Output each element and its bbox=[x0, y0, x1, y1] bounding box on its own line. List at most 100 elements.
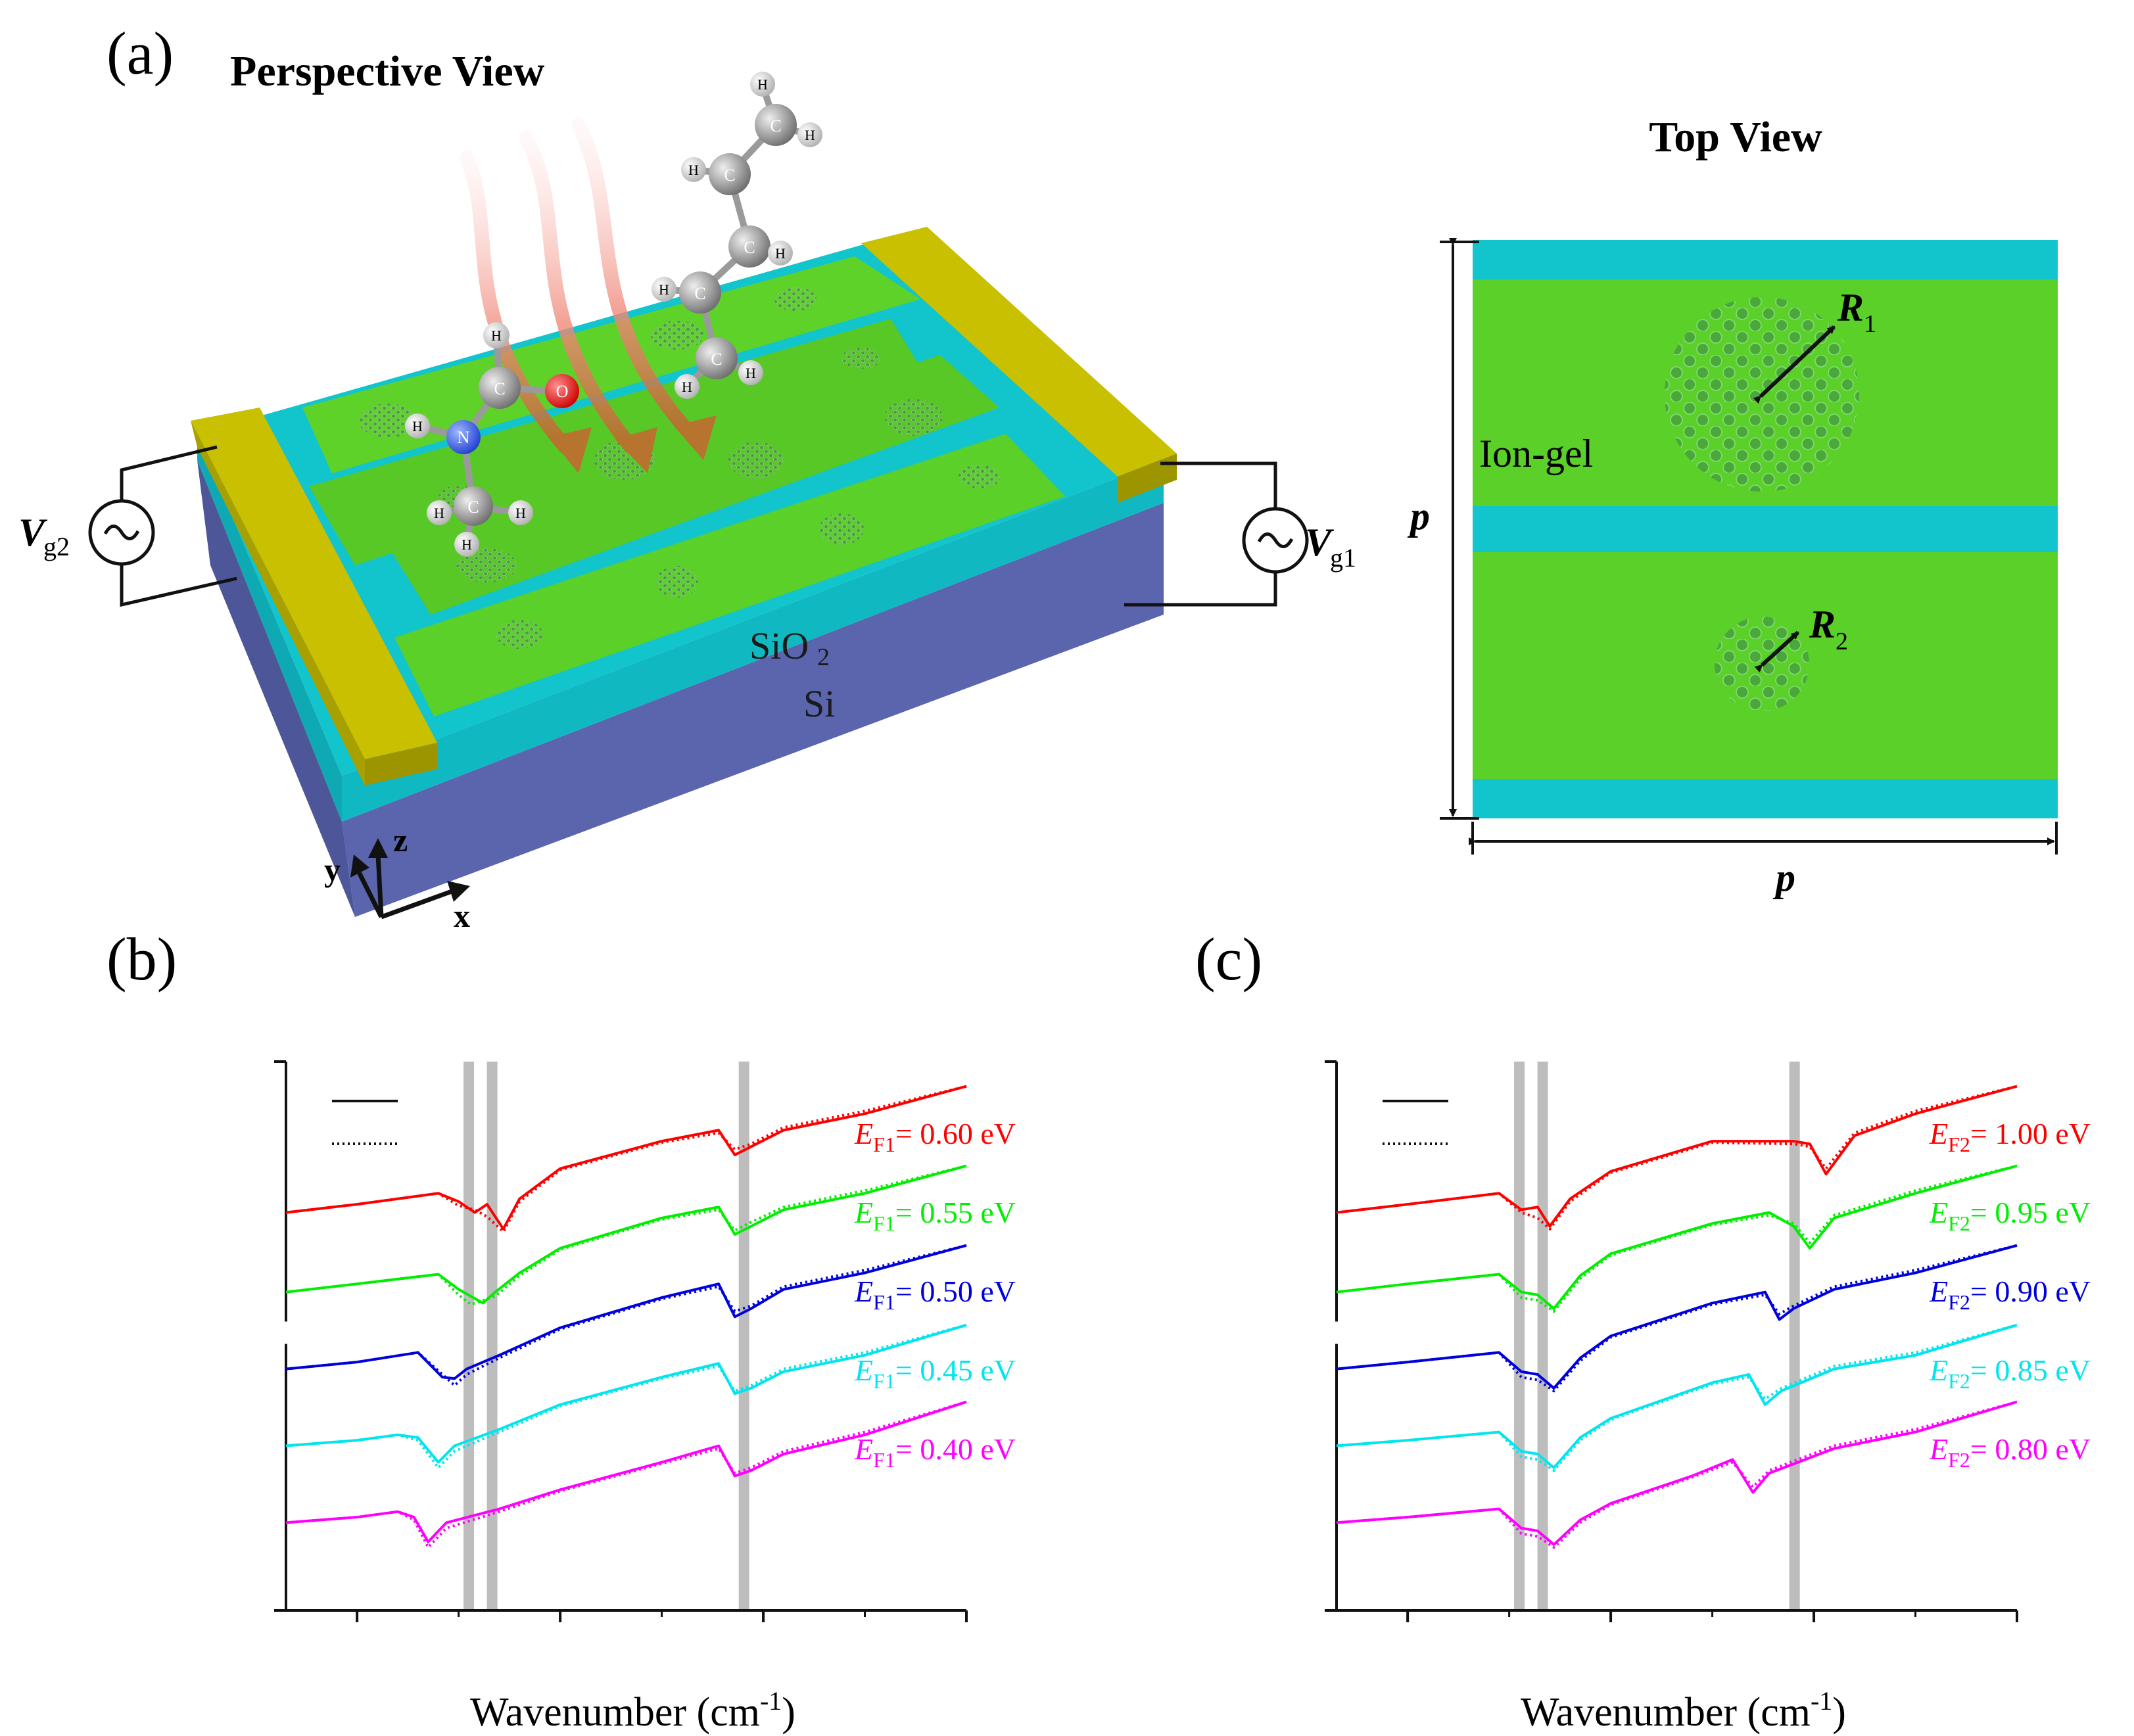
vg2-label: V bbox=[18, 511, 48, 554]
series-0-tm-line bbox=[1336, 1085, 2018, 1228]
dimension-vertical bbox=[1440, 238, 1479, 820]
x-axis-title: Wavenumber (cm-1) bbox=[1521, 1686, 1846, 1735]
top-view-title: Top View bbox=[1649, 113, 1822, 161]
series-1-te-line bbox=[1336, 1164, 2018, 1313]
ion-gel-label: Ion-gel bbox=[1479, 432, 1593, 475]
series-0-label: EF2= 1.00 eV bbox=[1929, 1117, 2091, 1156]
series-label-prefix: E bbox=[854, 1117, 873, 1150]
series-4-label: EF2= 0.80 eV bbox=[1929, 1432, 2091, 1472]
electrode-right-front bbox=[1118, 454, 1177, 503]
series-label-sub: F1 bbox=[873, 1369, 895, 1393]
vg1-label: V bbox=[1305, 521, 1335, 564]
series-4-tm-line bbox=[285, 1400, 967, 1543]
panel-b-label: (b) bbox=[107, 926, 177, 993]
x-axis-title-end: ) bbox=[782, 1690, 795, 1735]
axis-x-label: x bbox=[454, 897, 470, 934]
series-3-label: EF2= 0.85 eV bbox=[1929, 1353, 2091, 1393]
series-label-prefix: E bbox=[854, 1196, 873, 1229]
ion-gel-strip-3 bbox=[388, 355, 999, 615]
svg-text:N: N bbox=[458, 428, 470, 447]
series-label-sub: F2 bbox=[1948, 1290, 1970, 1314]
series-1-tm-line bbox=[1336, 1164, 2018, 1310]
sio2-left bbox=[197, 434, 342, 822]
panel-a-label: (a) bbox=[107, 20, 174, 87]
svg-text:C: C bbox=[467, 498, 479, 517]
perspective-title: Perspective View bbox=[230, 47, 545, 95]
series-3-tm-line bbox=[1336, 1323, 2018, 1469]
circuit-vg2 bbox=[88, 445, 237, 607]
p-label-horizontal: p bbox=[1772, 856, 1795, 899]
series-2-tm-line bbox=[285, 1244, 967, 1380]
series-2-te-line bbox=[1336, 1244, 2018, 1393]
series-label-sub: F1 bbox=[873, 1290, 895, 1314]
svg-text:H: H bbox=[757, 76, 768, 93]
sio2-label: SiO bbox=[749, 624, 809, 667]
series-1-label: EF1= 0.55 eV bbox=[854, 1196, 1016, 1235]
x-axis-title-text: Wavenumber (cm bbox=[470, 1690, 760, 1735]
svg-text:H: H bbox=[805, 127, 815, 143]
highlight-band-1 bbox=[1537, 1062, 1548, 1610]
series-label-sub: F2 bbox=[1948, 1133, 1970, 1156]
incident-light-rays bbox=[460, 118, 717, 473]
top-sio2-band-top bbox=[1473, 240, 2058, 279]
series-label-prefix: E bbox=[1929, 1432, 1948, 1466]
electrode-left-top bbox=[191, 408, 437, 759]
series-2-label: EF2= 0.90 eV bbox=[1929, 1275, 2091, 1314]
series-3-te-line bbox=[1336, 1323, 2018, 1472]
series-label-sub: F2 bbox=[1948, 1211, 1970, 1235]
electrode-left-front bbox=[365, 743, 437, 786]
series-3-label: EF1= 0.45 eV bbox=[854, 1353, 1016, 1393]
svg-text:C: C bbox=[494, 379, 505, 398]
series-label-value: = 0.60 eV bbox=[895, 1117, 1016, 1150]
molecule-formamide-atoms: H C O N H C H H H bbox=[405, 322, 579, 557]
series-label-value: = 0.95 eV bbox=[1970, 1196, 2091, 1229]
highlight-band-0 bbox=[463, 1062, 475, 1610]
series-label-value: = 1.00 eV bbox=[1970, 1117, 2091, 1150]
series-label-sub: F2 bbox=[1948, 1448, 1970, 1472]
svg-text:H: H bbox=[775, 245, 786, 262]
series-label-value: = 0.55 eV bbox=[895, 1196, 1016, 1229]
series-1-te-line bbox=[285, 1164, 967, 1306]
series-0-label: EF1= 0.60 eV bbox=[854, 1117, 1016, 1156]
series-label-prefix: E bbox=[854, 1432, 873, 1466]
si-substrate-side bbox=[197, 460, 355, 917]
panel-c-label: (c) bbox=[1195, 926, 1262, 993]
series-label-prefix: E bbox=[1929, 1353, 1948, 1387]
series-label-prefix: E bbox=[1929, 1117, 1948, 1150]
svg-text:H: H bbox=[688, 162, 699, 178]
r1-subscript: 1 bbox=[1864, 310, 1876, 338]
si-substrate-front bbox=[342, 503, 1164, 917]
svg-text:H: H bbox=[412, 418, 423, 434]
r2-subscript: 2 bbox=[1836, 628, 1848, 655]
svg-text:C: C bbox=[694, 284, 705, 303]
series-label-sub: F2 bbox=[1948, 1369, 1970, 1393]
series-label-sub: F1 bbox=[873, 1133, 895, 1156]
svg-text:C: C bbox=[724, 166, 735, 185]
dimension-horizontal bbox=[1469, 822, 2058, 855]
ion-gel-strip-1 bbox=[302, 256, 920, 473]
x-axis-title-sup: -1 bbox=[1811, 1686, 1832, 1716]
series-label-prefix: E bbox=[1929, 1196, 1948, 1229]
r2-arrow bbox=[1754, 630, 1800, 673]
series-label-value: = 0.90 eV bbox=[1970, 1275, 2091, 1308]
vg1-subscript: g1 bbox=[1330, 543, 1356, 573]
molecule-chain-atoms: H C H H C C H H C C H H bbox=[652, 72, 822, 399]
electrode-right-top bbox=[861, 227, 1177, 477]
svg-text:H: H bbox=[515, 505, 526, 521]
ion-gel-strip-4 bbox=[394, 434, 1065, 716]
axis-y-label: y bbox=[324, 851, 341, 888]
svg-text:C: C bbox=[770, 116, 781, 135]
svg-text:C: C bbox=[711, 350, 722, 369]
axis-break-mask bbox=[1327, 1321, 1346, 1344]
series-label-value: = 0.85 eV bbox=[1970, 1353, 2091, 1387]
series-label-value: = 0.50 eV bbox=[895, 1275, 1016, 1308]
series-label-value: = 0.80 eV bbox=[1970, 1432, 2091, 1466]
svg-text:H: H bbox=[462, 536, 472, 553]
top-view: Top View R 1 R 2 Ion-gel p p bbox=[1407, 113, 2058, 899]
svg-text:H: H bbox=[746, 365, 756, 381]
r1-label: R bbox=[1837, 286, 1864, 329]
series-label-value: = 0.40 eV bbox=[895, 1432, 1016, 1466]
series-1-tm-line bbox=[285, 1164, 967, 1305]
vg2-subscript: g2 bbox=[43, 532, 70, 561]
